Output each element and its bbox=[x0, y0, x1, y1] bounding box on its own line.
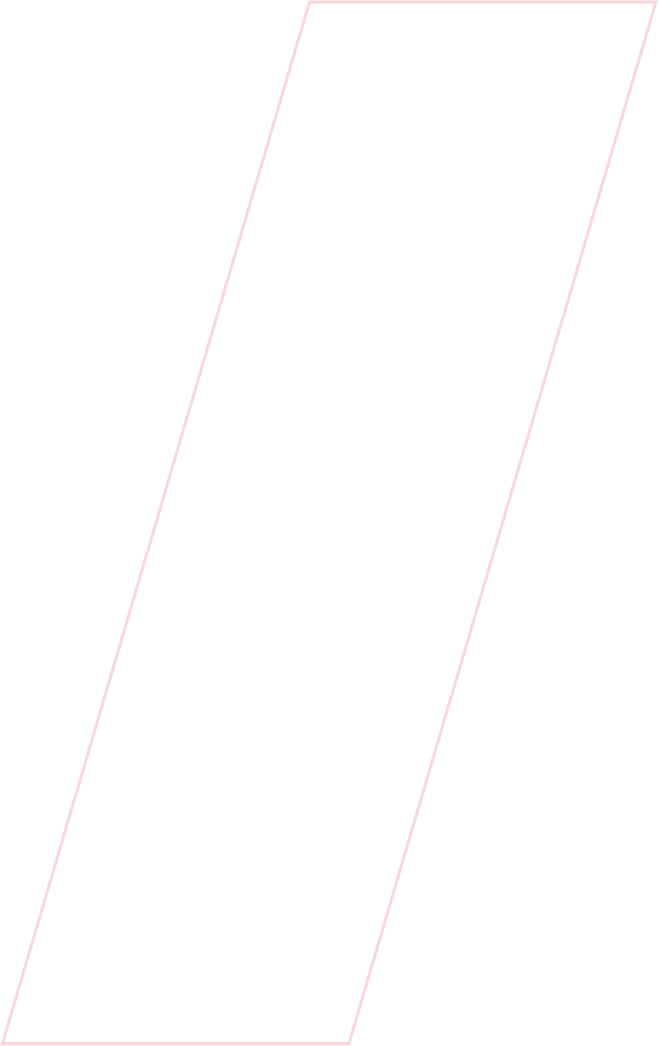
parallelogram-outline bbox=[0, 0, 659, 1045]
parallelogram-canvas bbox=[0, 0, 659, 1045]
